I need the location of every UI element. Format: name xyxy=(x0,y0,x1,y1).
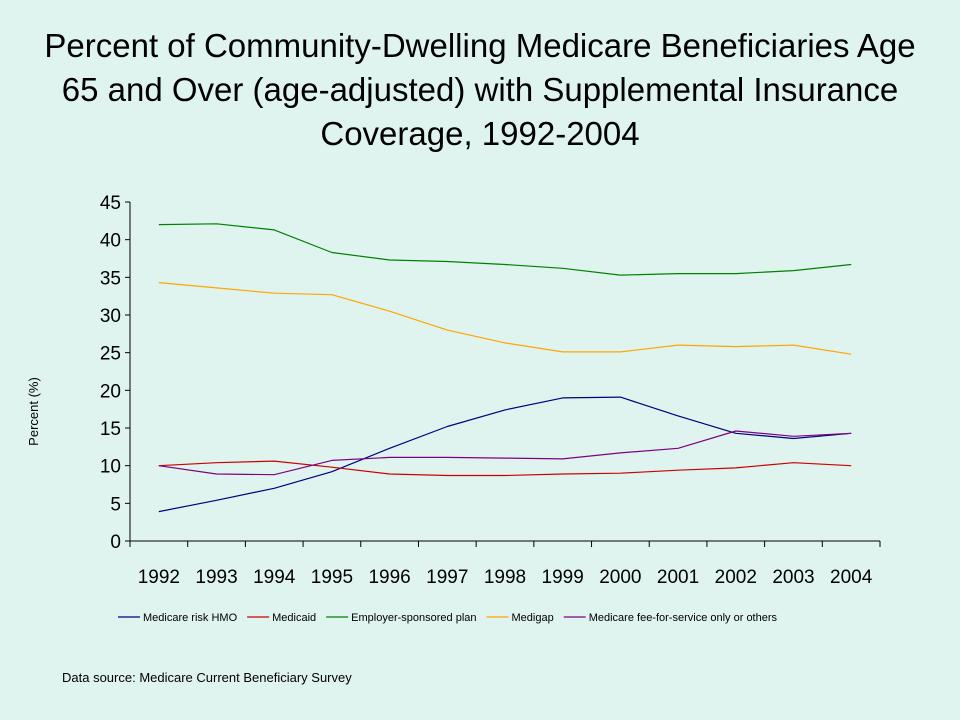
legend-label-5: Medicare fee-for-service only or others xyxy=(589,612,778,624)
legend-label-4: Medigap xyxy=(512,612,554,624)
series-line-5 xyxy=(158,430,852,476)
x-tick-label: 1993 xyxy=(195,567,237,588)
series-line-4 xyxy=(158,282,852,355)
x-tick-label: 2000 xyxy=(599,567,641,588)
x-tick-label: 2003 xyxy=(772,567,814,588)
y-tick-label: 40 xyxy=(100,231,121,252)
x-tick-label: 1992 xyxy=(138,567,180,588)
data-source-note: Data source: Medicare Current Beneficiar… xyxy=(62,670,352,685)
x-tick-label: 1994 xyxy=(253,567,296,588)
series-line-2 xyxy=(158,460,852,477)
x-tick-label: 1998 xyxy=(484,567,526,588)
x-tick-label: 1997 xyxy=(426,567,468,588)
y-tick-label: 45 xyxy=(100,193,121,214)
x-tick-label: 1995 xyxy=(311,567,353,588)
y-tick-label: 0 xyxy=(110,532,121,553)
y-tick-label: 20 xyxy=(100,381,121,402)
legend-label-2: Medicaid xyxy=(272,612,316,624)
chart-title: Percent of Community-Dwelling Medicare B… xyxy=(44,27,916,152)
legend-label-3: Employer-sponsored plan xyxy=(351,612,476,624)
x-tick-label: 2002 xyxy=(715,567,757,588)
legend-label-1: Medicare risk HMO xyxy=(143,612,238,624)
series-line-1 xyxy=(158,396,852,513)
y-tick-label: 5 xyxy=(110,494,121,515)
y-tick-label: 15 xyxy=(100,419,121,440)
chart-axes: 0 5 10 15 20 25 30 35 40 45 1992 1993 1994 1995 1996 19… xyxy=(26,193,881,588)
x-tick-label: 2001 xyxy=(657,567,699,588)
x-tick-label: 1999 xyxy=(542,567,584,588)
y-tick-label: 30 xyxy=(100,306,121,327)
y-tick-label: 25 xyxy=(100,344,121,365)
y-tick-label: 35 xyxy=(100,268,121,289)
x-tick-label: 1996 xyxy=(368,567,410,588)
y-axis-label: Percent (%) xyxy=(26,377,41,446)
y-tick-label: 10 xyxy=(100,457,121,478)
series-line-3 xyxy=(158,223,852,276)
series-layer xyxy=(158,223,852,513)
chart-legend: Medicare risk HMO Medicaid Employer-sponso… xyxy=(118,612,778,624)
x-tick-label: 2004 xyxy=(830,567,873,588)
